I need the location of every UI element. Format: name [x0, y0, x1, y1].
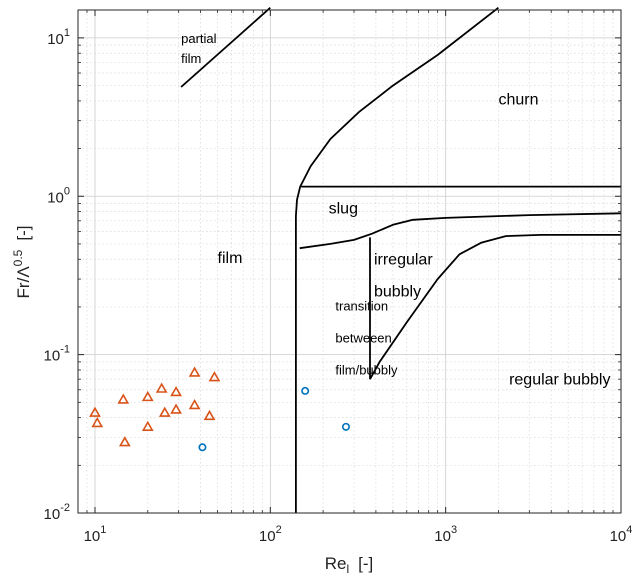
triangle-marker	[141, 420, 154, 432]
y-tick-label: 100	[47, 185, 70, 206]
tick-exponent: -2	[60, 502, 70, 514]
regime-labels: partial film churn slug film irregular bubblyt…	[181, 31, 610, 388]
y-axis-label-main: Fr/Λ	[14, 266, 33, 299]
region-label: film	[218, 250, 243, 267]
region-label-line: film/bubbly	[335, 362, 398, 377]
regular-bubbly-boundary	[369, 233, 621, 380]
data-markers	[89, 366, 350, 452]
triangle-marker	[155, 382, 168, 393]
x-tick-label: 102	[259, 524, 282, 545]
region-label-line: transition	[335, 298, 388, 313]
partial-film-line	[180, 7, 271, 88]
churn-boundary	[295, 6, 499, 217]
triangle-marker	[203, 409, 216, 421]
x-tick-labels: 101 102 103 104	[84, 524, 633, 545]
region-label: regular bubbly	[509, 371, 610, 388]
region-label-line: partial	[181, 31, 217, 46]
tick-base: 10	[434, 528, 451, 545]
circle-marker	[301, 386, 310, 395]
tick-base: 10	[259, 528, 276, 545]
x-axis-label-main: Re	[325, 554, 347, 573]
triangle-marker	[117, 393, 130, 404]
y-axis-label-sup: 0.5	[11, 249, 25, 266]
circle-marker	[341, 422, 350, 431]
y-axis-label-unit: [-]	[14, 226, 33, 241]
tick-exponent: 2	[276, 524, 282, 536]
triangle-marker	[118, 436, 131, 447]
x-tick-label: 104	[610, 524, 633, 545]
region-label: slug	[329, 200, 358, 217]
circle-marker	[198, 443, 207, 452]
y-axis-label: Fr/Λ0.5 [-]	[11, 226, 33, 299]
tick-exponent: 0	[64, 185, 70, 197]
y-tick-label: 10-2	[44, 502, 70, 523]
tick-exponent: 1	[100, 524, 106, 536]
tick-base: 10	[47, 189, 64, 206]
triangle-marker	[188, 366, 201, 377]
region-label-line: betweeen	[335, 330, 391, 345]
x-axis-label-sub: l	[346, 562, 349, 576]
triangle-marker	[208, 371, 221, 382]
tick-exponent: -1	[60, 344, 70, 356]
region-label: partial film	[181, 31, 217, 66]
triangle-marker	[91, 416, 104, 428]
region-label-line: film	[181, 51, 201, 66]
region-label-line: churn	[498, 91, 538, 108]
y-tick-label: 10-1	[44, 344, 70, 365]
region-label: irregular bubbly	[374, 252, 433, 301]
plot-area	[78, 10, 621, 513]
region-label-line: film	[218, 250, 243, 267]
triangle-marker	[170, 403, 182, 414]
region-label-line: slug	[329, 200, 358, 217]
tick-base: 10	[84, 528, 101, 545]
region-label-line: bubbly	[374, 284, 421, 301]
tick-base: 10	[44, 506, 61, 523]
major-grid	[78, 10, 622, 514]
tick-exponent: 4	[626, 524, 632, 536]
triangle-marker	[170, 385, 182, 397]
y-tick-label: 101	[47, 27, 70, 48]
region-label: transition betweeen film/bubbly	[335, 298, 398, 377]
tick-exponent: 3	[451, 524, 457, 536]
x-axis-label-unit: [-]	[358, 554, 373, 573]
triangle-marker	[188, 398, 201, 410]
minor-grid	[77, 10, 621, 513]
tick-base: 10	[47, 31, 64, 48]
tick-base: 10	[44, 348, 61, 365]
slug-lower	[299, 212, 622, 250]
x-tick-label: 101	[84, 524, 107, 545]
tick-base: 10	[610, 528, 627, 545]
region-label-line: regular bubbly	[509, 371, 610, 388]
plot-frame	[77, 9, 622, 514]
regime-boundaries	[180, 6, 622, 513]
triangle-marker	[141, 390, 154, 402]
x-tick-label: 103	[434, 524, 457, 545]
triangle-marker	[89, 406, 101, 417]
triangle-marker	[158, 406, 171, 417]
axis-ticks	[77, 10, 622, 514]
region-label: churn	[498, 91, 538, 108]
tick-exponent: 1	[64, 27, 70, 39]
x-axis-label: Rel [-]	[325, 554, 374, 576]
region-label-line: irregular	[374, 252, 433, 269]
